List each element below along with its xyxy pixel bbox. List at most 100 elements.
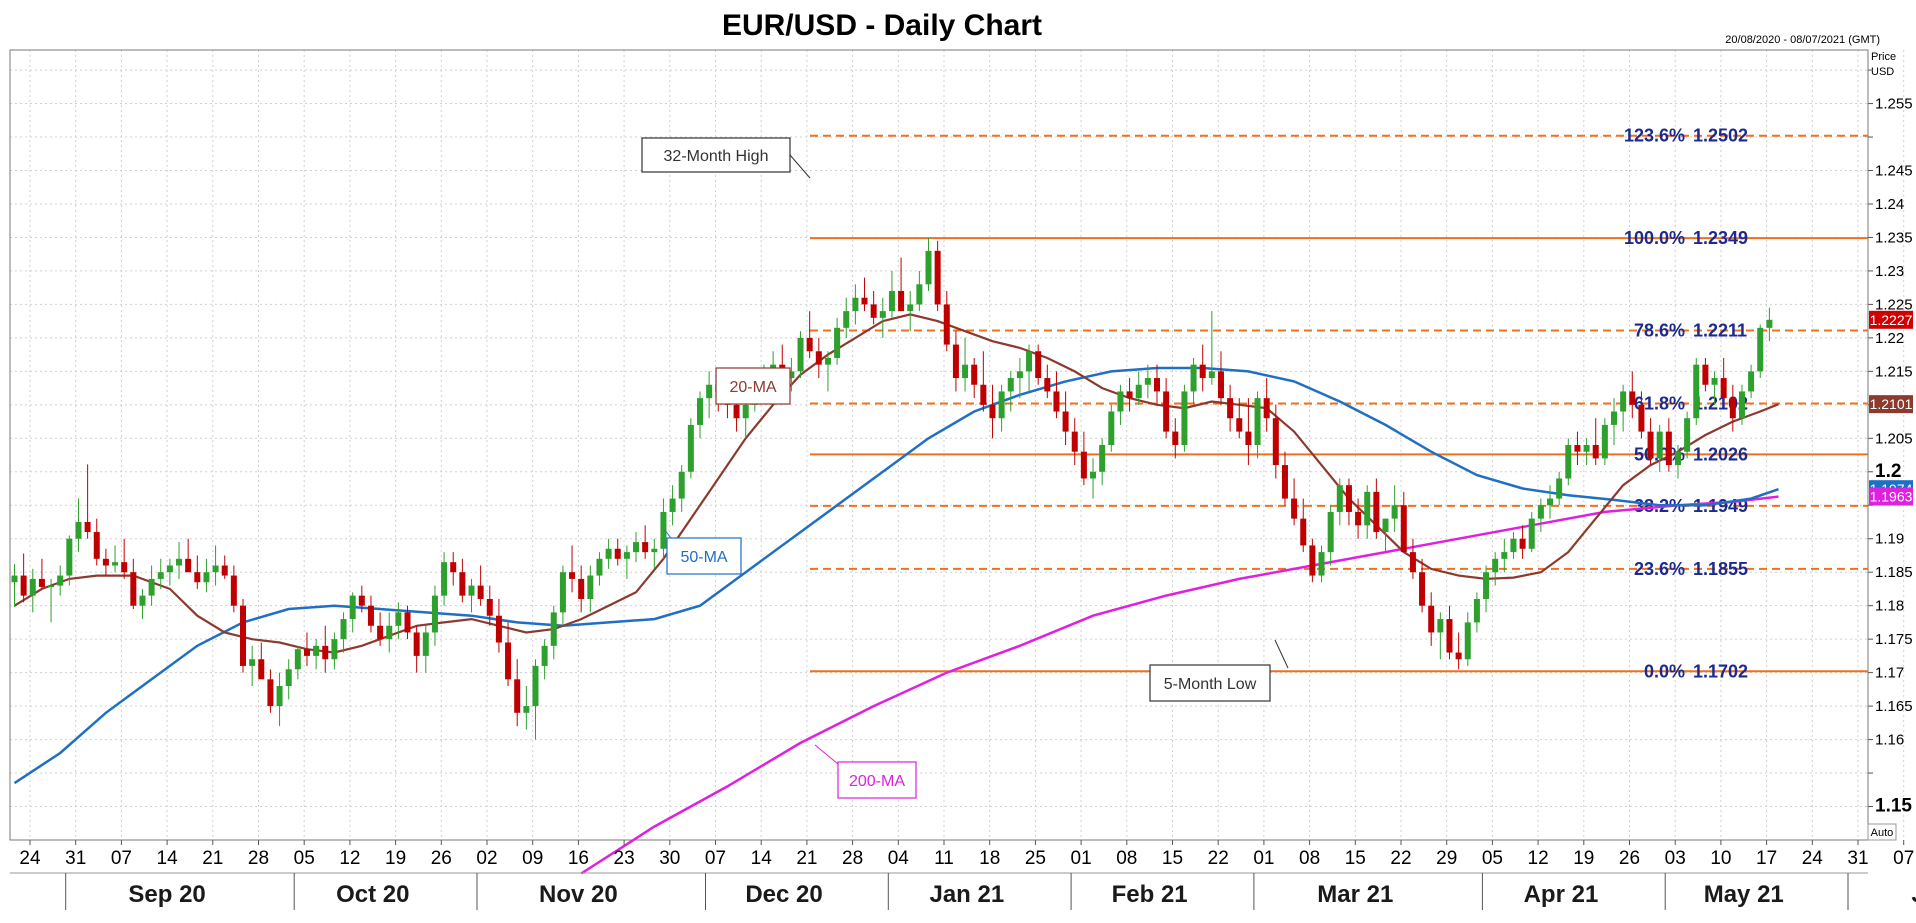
candle-body	[1537, 505, 1544, 519]
candle-body	[1702, 364, 1709, 385]
candle-body	[1684, 418, 1691, 452]
candle-body	[806, 337, 813, 352]
fib-percent-label: 0.0%	[1644, 661, 1685, 681]
candle-body	[1227, 398, 1234, 419]
candle-body	[1327, 511, 1334, 553]
candle-body	[1492, 558, 1499, 573]
candle-body	[1272, 418, 1279, 466]
x-tick-label: 30	[659, 848, 680, 869]
candle-body	[660, 511, 667, 549]
candle-body	[605, 548, 612, 559]
candle-body	[706, 384, 713, 399]
candle-body	[75, 521, 82, 539]
candle-body	[824, 357, 831, 365]
low-pointer	[1274, 639, 1289, 669]
candle-body	[212, 565, 219, 573]
candle-body	[861, 297, 868, 305]
candle-body	[1163, 391, 1170, 432]
candle-body	[998, 391, 1005, 419]
candle-body	[267, 679, 274, 707]
candle-body	[1674, 451, 1681, 466]
auto-scale-button[interactable]	[1867, 823, 1897, 841]
candle-body	[733, 404, 740, 419]
candle-body	[1757, 327, 1764, 372]
x-tick-label: 07	[705, 848, 726, 869]
candle-body	[697, 398, 703, 425]
price-badge	[1869, 395, 1913, 414]
candle-body	[1181, 391, 1188, 445]
candle-body	[1510, 538, 1517, 553]
candle-body	[102, 558, 109, 566]
candle-body	[1300, 518, 1307, 546]
candle-body	[157, 572, 164, 579]
candle-body	[294, 649, 301, 670]
candle-body	[1154, 378, 1160, 392]
price-badge	[1869, 310, 1913, 329]
x-tick-label: 19	[385, 848, 406, 869]
fib-percent-label: 78.6%	[1634, 321, 1685, 341]
x-tick-label: 23	[614, 848, 635, 869]
candle-body	[1583, 445, 1590, 452]
low-annotation-label: 5-Month Low	[1164, 676, 1257, 693]
ma20-annotation-box	[715, 367, 791, 405]
candle-body	[1528, 518, 1535, 549]
candle-body	[1400, 505, 1407, 553]
candle-body	[185, 558, 192, 573]
month-label: Jan 21	[929, 881, 1004, 908]
candle-body	[1373, 491, 1380, 533]
price-badge-label: 1.2101	[1870, 396, 1913, 412]
candle-body	[614, 548, 621, 559]
candle-body	[340, 619, 347, 640]
ma50-annotation-box	[666, 537, 742, 575]
candle-body	[1437, 619, 1444, 633]
x-tick-label: 29	[1436, 848, 1457, 869]
candle-body	[313, 645, 320, 656]
candle-body	[578, 578, 585, 599]
candle-body	[1053, 391, 1060, 412]
x-tick-label: 04	[888, 848, 910, 869]
candle-body	[678, 471, 685, 499]
y-tick-label: 1.245	[1875, 163, 1913, 180]
candle-body	[276, 686, 283, 707]
x-tick-label: 09	[522, 848, 543, 869]
candle-body	[1080, 451, 1087, 479]
candle-body	[166, 565, 173, 573]
candle-body	[230, 575, 237, 606]
candle-body	[1117, 391, 1124, 412]
y-tick-label: 1.165	[1875, 698, 1913, 715]
candle-body	[623, 552, 630, 559]
y-tick-label: 1.15	[1875, 796, 1912, 817]
low-annotation-box	[1149, 664, 1271, 702]
price-axis-title: Price	[1871, 51, 1896, 63]
month-label: Mar 21	[1317, 881, 1393, 908]
y-tick-label: 1.185	[1875, 564, 1913, 581]
fib-value-label: 1.2026	[1693, 444, 1748, 464]
high-annotation-box	[641, 137, 791, 173]
candle-body	[815, 351, 822, 365]
date-range: 20/08/2020 - 08/07/2021 (GMT)	[1725, 34, 1880, 46]
candle-body	[1245, 431, 1252, 445]
candle-body	[1236, 418, 1243, 432]
x-tick-label: 03	[1665, 848, 1686, 869]
candle-body	[943, 304, 950, 345]
price-badge	[1869, 487, 1913, 506]
candle-body	[1144, 378, 1151, 385]
fib-percent-label: 123.6%	[1624, 126, 1685, 146]
x-tick-label: 12	[339, 848, 360, 869]
y-tick-label: 1.23	[1875, 263, 1904, 280]
x-tick-label: 26	[431, 848, 452, 869]
candle-body	[797, 337, 804, 372]
x-tick-label: 21	[202, 848, 223, 869]
month-label: Jun 21	[1911, 881, 1916, 908]
y-axis: 1.15 1.16 1.165 1.17 1.175 1.18 1.185 1.19 1.2 1.…	[1868, 69, 1913, 817]
candle-body	[934, 250, 941, 305]
x-tick-label: 10	[1710, 848, 1731, 869]
candle-body	[130, 572, 137, 606]
candle-body	[1263, 398, 1270, 419]
x-tick-label: 14	[157, 848, 179, 869]
candle-body	[1748, 371, 1755, 392]
candle-body	[48, 585, 55, 588]
candle-body	[1473, 598, 1480, 623]
y-tick-label: 1.24	[1875, 196, 1904, 213]
